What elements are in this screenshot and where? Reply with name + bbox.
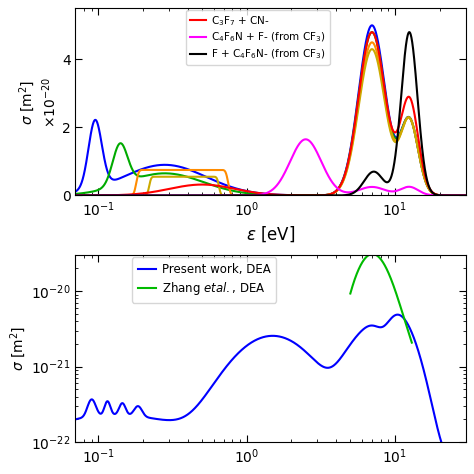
- Zhang $\it{et al.}$, DEA: [370, 251, 375, 257]
- Zhang $\it{et al.}$, DEA: [409, 340, 415, 346]
- Line: C$_4$F$_6$N + F- (from CF$_3$): C$_4$F$_6$N + F- (from CF$_3$): [75, 139, 465, 195]
- C$_3$F$_7$ + CN-: [140, 191, 146, 196]
- C$_4$F$_6$N + F- (from CF$_3$): [413, 186, 419, 192]
- Legend: Present work, DEA, Zhang $\it{et al.}$, DEA: Present work, DEA, Zhang $\it{et al.}$, …: [132, 257, 276, 302]
- Line: Present work, DEA: Present work, DEA: [75, 315, 465, 465]
- C$_4$F$_6$N + F- (from CF$_3$): [73, 192, 78, 198]
- Present work, DEA: [240, 346, 246, 352]
- C$_3$F$_7$ + CN-: [222, 184, 228, 190]
- F + C$_4$F$_6$N- (from CF$_3$): [73, 192, 78, 198]
- Legend: C$_3$F$_7$ + CN-, C$_4$F$_6$N + F- (from CF$_3$), F + C$_4$F$_6$N- (from CF$_3$): C$_3$F$_7$ + CN-, C$_4$F$_6$N + F- (from…: [186, 10, 329, 65]
- Zhang $\it{et al.}$, DEA: [369, 251, 374, 257]
- C$_4$F$_6$N + F- (from CF$_3$): [140, 192, 146, 198]
- Present work, DEA: [463, 462, 468, 468]
- C$_3$F$_7$ + CN-: [463, 192, 468, 198]
- C$_3$F$_7$ + CN-: [455, 192, 461, 198]
- Zhang $\it{et al.}$, DEA: [365, 253, 371, 259]
- Present work, DEA: [395, 312, 401, 318]
- Line: F + C$_4$F$_6$N- (from CF$_3$): F + C$_4$F$_6$N- (from CF$_3$): [75, 32, 465, 195]
- X-axis label: $\varepsilon$ [eV]: $\varepsilon$ [eV]: [246, 225, 295, 244]
- Present work, DEA: [431, 412, 437, 418]
- Present work, DEA: [237, 349, 242, 355]
- F + C$_4$F$_6$N- (from CF$_3$): [463, 192, 468, 198]
- Zhang $\it{et al.}$, DEA: [361, 257, 366, 263]
- C$_4$F$_6$N + F- (from CF$_3$): [455, 192, 461, 198]
- F + C$_4$F$_6$N- (from CF$_3$): [239, 192, 245, 198]
- F + C$_4$F$_6$N- (from CF$_3$): [140, 192, 146, 198]
- F + C$_4$F$_6$N- (from CF$_3$): [407, 29, 412, 35]
- Present work, DEA: [451, 460, 456, 465]
- Line: Zhang $\it{et al.}$, DEA: Zhang $\it{et al.}$, DEA: [350, 254, 412, 343]
- Present work, DEA: [73, 417, 78, 422]
- C$_4$F$_6$N + F- (from CF$_3$): [463, 192, 468, 198]
- Zhang $\it{et al.}$, DEA: [408, 336, 413, 341]
- C$_3$F$_7$ + CN-: [413, 121, 419, 127]
- F + C$_4$F$_6$N- (from CF$_3$): [222, 192, 228, 198]
- Y-axis label: $\sigma$ [m$^2$]: $\sigma$ [m$^2$]: [9, 326, 28, 371]
- Present work, DEA: [258, 335, 264, 341]
- Y-axis label: $\sigma\ [\mathrm{m}^2]$
$\times 10^{-20}$: $\sigma\ [\mathrm{m}^2]$ $\times 10^{-20…: [18, 76, 59, 128]
- F + C$_4$F$_6$N- (from CF$_3$): [117, 192, 123, 198]
- Zhang $\it{et al.}$, DEA: [382, 262, 387, 267]
- C$_4$F$_6$N + F- (from CF$_3$): [303, 137, 309, 142]
- C$_4$F$_6$N + F- (from CF$_3$): [222, 192, 228, 198]
- C$_4$F$_6$N + F- (from CF$_3$): [239, 192, 245, 198]
- F + C$_4$F$_6$N- (from CF$_3$): [413, 77, 419, 83]
- C$_3$F$_7$ + CN-: [73, 192, 78, 198]
- Zhang $\it{et al.}$, DEA: [376, 254, 382, 260]
- Zhang $\it{et al.}$, DEA: [347, 291, 353, 296]
- Present work, DEA: [356, 331, 362, 337]
- C$_3$F$_7$ + CN-: [369, 29, 375, 35]
- F + C$_4$F$_6$N- (from CF$_3$): [455, 192, 461, 198]
- C$_3$F$_7$ + CN-: [117, 192, 123, 198]
- C$_4$F$_6$N + F- (from CF$_3$): [117, 192, 123, 198]
- C$_3$F$_7$ + CN-: [239, 187, 245, 193]
- Line: C$_3$F$_7$ + CN-: C$_3$F$_7$ + CN-: [75, 32, 465, 195]
